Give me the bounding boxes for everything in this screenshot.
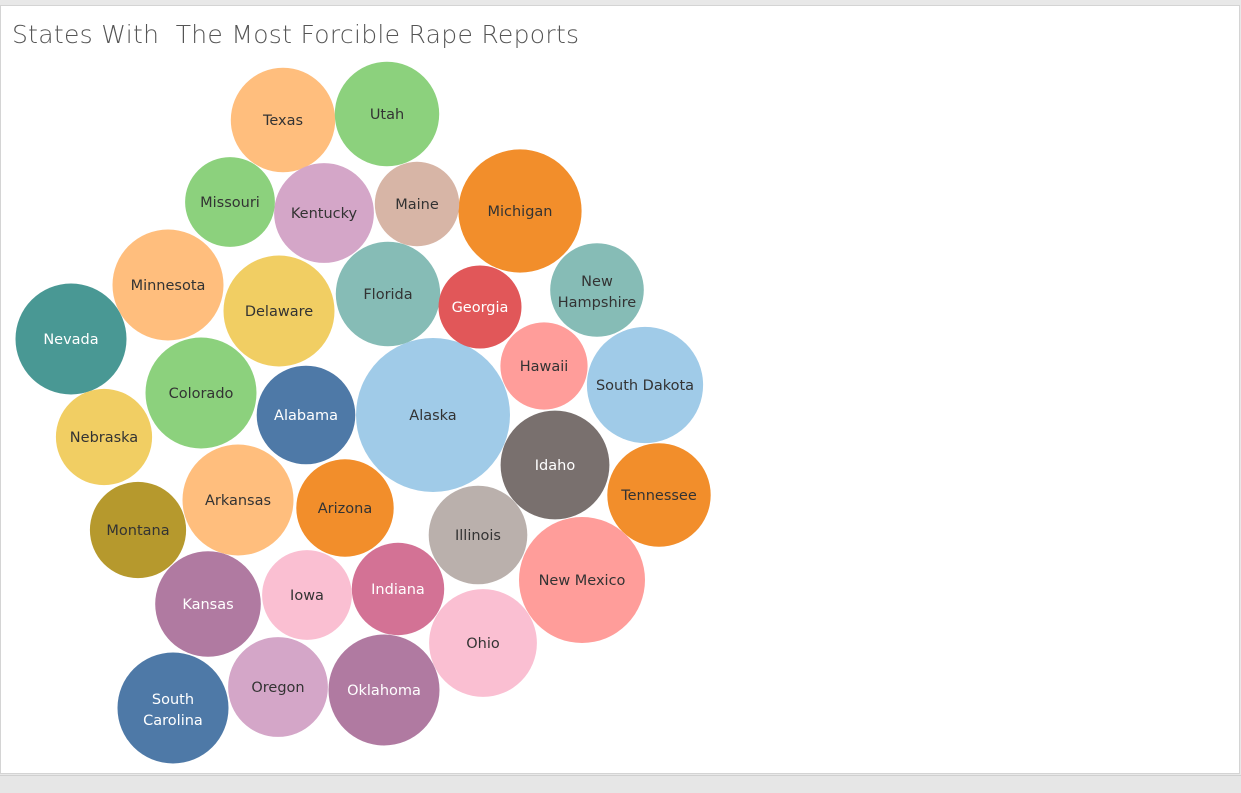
bubble-oregon[interactable]: Oregon [228, 637, 328, 737]
bottom-scrollbar[interactable] [0, 775, 1241, 793]
bubble-label-delaware: Delaware [245, 304, 313, 320]
bubble-mark-south-dakota[interactable] [586, 326, 704, 444]
bubble-michigan[interactable]: Michigan [458, 149, 582, 273]
bubble-new-mexico[interactable]: New Mexico [519, 517, 645, 643]
bubble-label-kentucky: Kentucky [291, 206, 358, 222]
bubble-mark-texas[interactable] [230, 67, 336, 173]
bubble-mark-ohio[interactable] [429, 589, 537, 697]
bubble-label-michigan: Michigan [487, 204, 552, 220]
bubble-label-texas: Texas [262, 113, 303, 129]
bubble-mark-utah[interactable] [334, 61, 440, 167]
bubble-label-kansas: Kansas [182, 597, 233, 613]
bubble-label-iowa: Iowa [290, 588, 324, 604]
bubble-label-new-mexico: New Mexico [539, 573, 626, 589]
bubble-oklahoma[interactable]: Oklahoma [328, 634, 440, 746]
bubble-label-ohio: Ohio [466, 636, 500, 652]
bubble-ohio[interactable]: Ohio [429, 589, 537, 697]
bubble-label-illinois: Illinois [455, 528, 501, 544]
bubble-alabama[interactable]: Alabama [256, 365, 356, 465]
bubble-label-florida: Florida [363, 287, 412, 303]
bubble-delaware[interactable]: Delaware [223, 255, 335, 367]
bubble-mark-oregon[interactable] [228, 637, 328, 737]
bubble-florida[interactable]: Florida [335, 241, 441, 347]
bubble-mark-delaware[interactable] [223, 255, 335, 367]
bubble-utah[interactable]: Utah [334, 61, 440, 167]
bubble-mark-idaho[interactable] [500, 410, 610, 520]
bubble-mark-new-mexico[interactable] [519, 517, 645, 643]
bubble-maine[interactable]: Maine [374, 161, 460, 247]
bubble-nevada[interactable]: Nevada [15, 283, 127, 395]
bubble-mark-alaska[interactable] [356, 338, 510, 492]
bubble-illinois[interactable]: Illinois [428, 485, 528, 585]
bubble-mark-kansas[interactable] [155, 551, 261, 657]
bubble-chart: Alaska Michigan New Mexico South Dakota Okla… [15, 61, 711, 764]
bubble-label-missouri: Missouri [200, 195, 260, 211]
bubble-label-arizona: Arizona [318, 501, 372, 517]
bubble-mark-iowa[interactable] [262, 550, 352, 640]
bubble-label-south-carolina: South Carolina [143, 692, 203, 729]
bubble-label-maine: Maine [395, 197, 439, 213]
bubble-mark-indiana[interactable] [351, 542, 445, 636]
bubble-label-oklahoma: Oklahoma [347, 683, 421, 699]
bubble-mark-nevada[interactable] [15, 283, 127, 395]
bubble-montana[interactable]: Montana [89, 481, 187, 579]
bubble-label-minnesota: Minnesota [131, 278, 206, 294]
bubble-label-nevada: Nevada [43, 332, 98, 348]
bubble-mark-arkansas[interactable] [182, 444, 294, 556]
bubble-mark-hawaii[interactable] [500, 322, 588, 410]
bubble-mark-michigan[interactable] [458, 149, 582, 273]
bubble-mark-oklahoma[interactable] [328, 634, 440, 746]
bubble-arkansas[interactable]: Arkansas [182, 444, 294, 556]
bubble-label-oregon: Oregon [251, 680, 304, 696]
bubble-label-colorado: Colorado [169, 386, 234, 402]
bubble-mark-south-carolina[interactable] [117, 652, 229, 764]
bubble-texas[interactable]: Texas [230, 67, 336, 173]
bubble-mark-maine[interactable] [374, 161, 460, 247]
bubble-label-idaho: Idaho [535, 458, 576, 474]
bubble-label-georgia: Georgia [452, 300, 509, 316]
bubble-label-utah: Utah [370, 107, 404, 123]
bubble-mark-florida[interactable] [335, 241, 441, 347]
bubble-south-carolina[interactable]: South Carolina [117, 652, 229, 764]
bubble-georgia[interactable]: Georgia [438, 265, 522, 349]
bubble-hawaii[interactable]: Hawaii [500, 322, 588, 410]
bubble-mark-missouri[interactable] [185, 157, 275, 247]
bubble-kentucky[interactable]: Kentucky [274, 163, 374, 263]
bubble-mark-colorado[interactable] [145, 337, 257, 449]
bubble-label-nebraska: Nebraska [70, 430, 138, 446]
chart-title: States With The Most Forcible Rape Repor… [12, 20, 580, 49]
bubble-south-dakota[interactable]: South Dakota [586, 326, 704, 444]
bubble-idaho[interactable]: Idaho [500, 410, 610, 520]
bubble-label-new-hampshire: New Hampshire [558, 274, 637, 311]
bubble-label-south-dakota: South Dakota [596, 378, 694, 394]
bubble-mark-kentucky[interactable] [274, 163, 374, 263]
bubble-missouri[interactable]: Missouri [185, 157, 275, 247]
bubble-nebraska[interactable]: Nebraska [55, 388, 153, 486]
bubble-mark-alabama[interactable] [256, 365, 356, 465]
bubble-mark-arizona[interactable] [296, 459, 394, 557]
bubble-mark-georgia[interactable] [438, 265, 522, 349]
bubble-arizona[interactable]: Arizona [296, 459, 394, 557]
bubble-label-tennessee: Tennessee [620, 488, 697, 504]
bubble-label-alabama: Alabama [274, 408, 338, 424]
bubble-mark-montana[interactable] [89, 481, 187, 579]
bubble-label-indiana: Indiana [371, 582, 425, 598]
bubble-minnesota[interactable]: Minnesota [112, 229, 224, 341]
bubble-label-arkansas: Arkansas [205, 493, 271, 509]
bubble-mark-illinois[interactable] [428, 485, 528, 585]
bubble-new-hampshire[interactable]: New Hampshire [550, 243, 644, 337]
bubble-label-hawaii: Hawaii [520, 359, 569, 375]
bubble-indiana[interactable]: Indiana [351, 542, 445, 636]
bubble-mark-minnesota[interactable] [112, 229, 224, 341]
bubble-mark-nebraska[interactable] [55, 388, 153, 486]
bubble-colorado[interactable]: Colorado [145, 337, 257, 449]
bubble-kansas[interactable]: Kansas [155, 551, 261, 657]
bubble-alaska[interactable]: Alaska [356, 338, 510, 492]
bubble-label-montana: Montana [106, 523, 169, 539]
bubble-mark-tennessee[interactable] [607, 443, 711, 547]
bubble-iowa[interactable]: Iowa [262, 550, 352, 640]
bubble-tennessee[interactable]: Tennessee [607, 443, 711, 547]
bubble-mark-new-hampshire[interactable] [550, 243, 644, 337]
bubble-label-alaska: Alaska [409, 408, 456, 424]
